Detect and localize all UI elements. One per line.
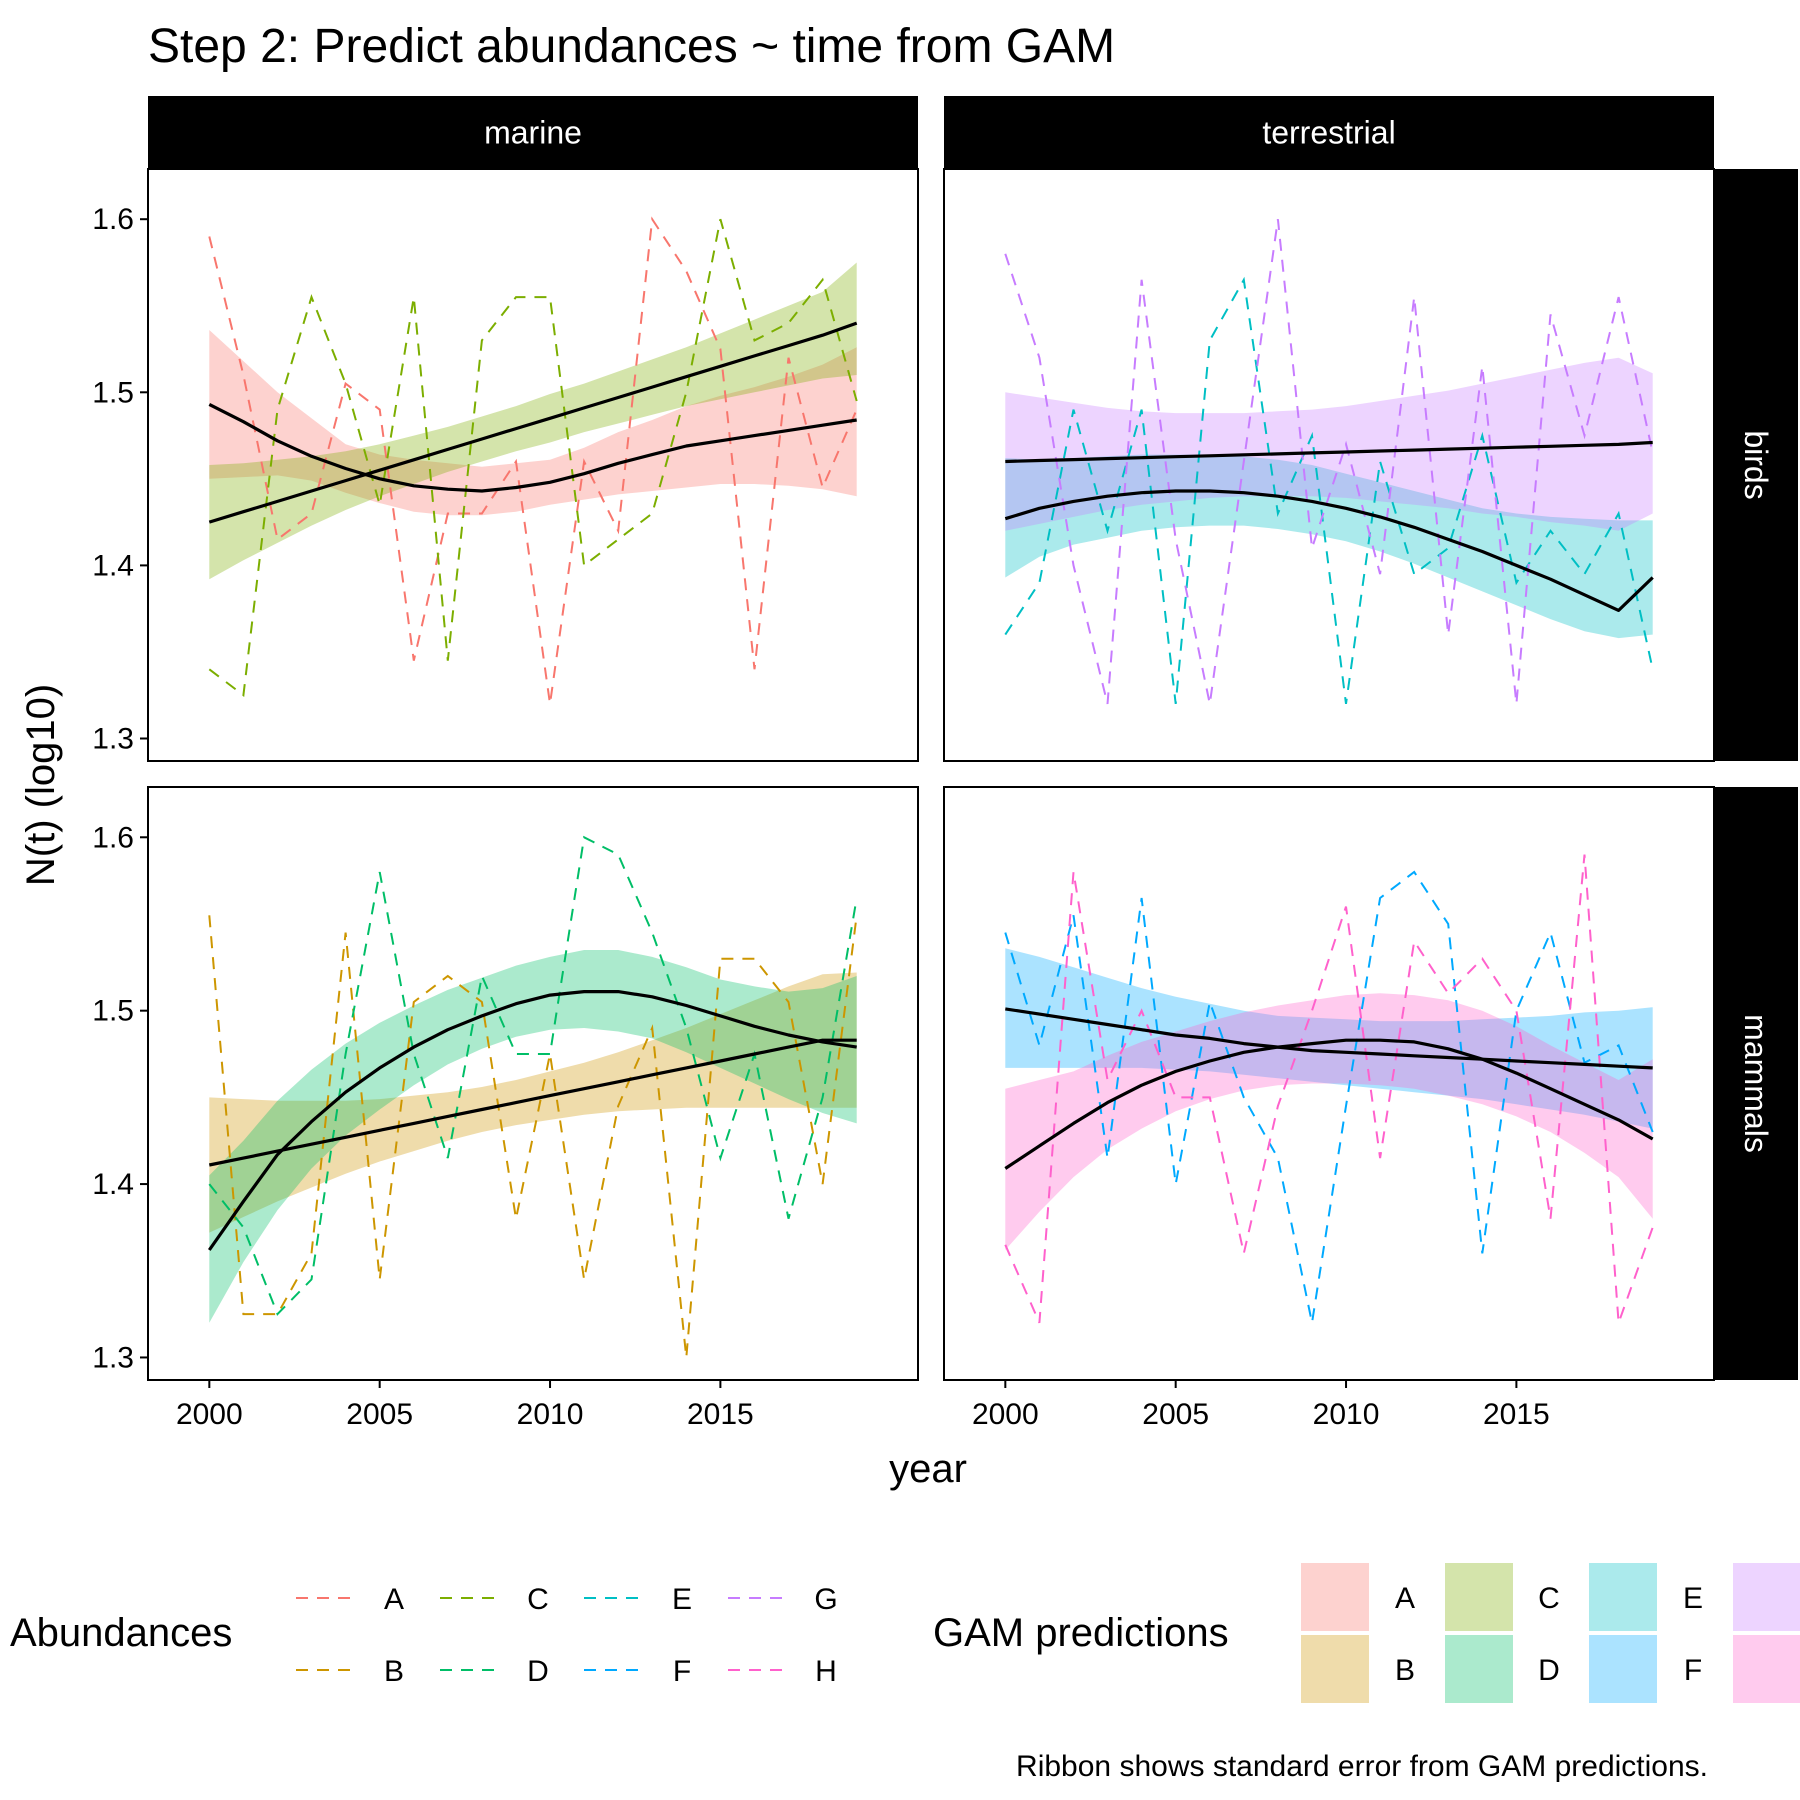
ribbon-F: [1005, 948, 1653, 1129]
abundance-line-C: [208, 218, 858, 698]
gam-fit-line-B: [208, 1038, 857, 1167]
legend-label: C: [1538, 1582, 1560, 1615]
panel-marine-birds: 1.3 1.4 1.5 1.6: [92, 168, 919, 762]
abundance-line-B: [208, 915, 858, 1358]
gam-legend: GAM predictions A C E B D F: [933, 1563, 1800, 1703]
y-tick-label: 1.3: [92, 722, 134, 755]
gam-legend-title: GAM predictions: [933, 1611, 1229, 1655]
abundance-line-H: [1004, 854, 1654, 1324]
x-tick-label: 2005: [346, 1398, 413, 1431]
chart-title: Step 2: Predict abundances ~ time from G…: [148, 20, 1115, 73]
legend-key-ribbon: [1589, 1563, 1657, 1631]
legend-label: E: [1683, 1582, 1703, 1615]
facet-strip-label: terrestrial: [1262, 115, 1395, 151]
ribbon-B: [209, 972, 857, 1233]
x-tick-label: 2010: [517, 1398, 584, 1431]
panel-border: [943, 168, 1715, 762]
chart-caption: Ribbon shows standard error from GAM pre…: [1016, 1750, 1708, 1783]
legend-label: D: [1538, 1654, 1560, 1687]
legend-label: B: [1395, 1654, 1415, 1687]
x-tick-label: 2015: [1483, 1398, 1550, 1431]
x-axis-title: year: [889, 1447, 967, 1491]
legend-label: A: [1395, 1582, 1415, 1615]
legend-key-ribbon: [1733, 1563, 1800, 1631]
facet-strip-label: mammals: [1738, 1014, 1774, 1153]
facet-strip-label: marine: [484, 115, 582, 151]
legend-label: F: [1684, 1654, 1702, 1687]
panel-border: [147, 786, 919, 1381]
gam-fit-line-G: [1005, 440, 1653, 464]
y-tick-label: 1.6: [92, 821, 134, 854]
gam-fit-line-A: [208, 402, 857, 493]
legend-label: A: [384, 1583, 404, 1616]
abundances-legend: Abundances A C E G B D F H: [10, 1583, 838, 1688]
legend-label: B: [384, 1655, 404, 1688]
legend-key-ribbon: [1445, 1635, 1513, 1703]
x-tick-label: 2000: [972, 1398, 1039, 1431]
legend-label: G: [814, 1583, 837, 1616]
facet-strip-terrestrial: [944, 96, 1714, 169]
ribbon-A: [209, 330, 857, 516]
abundance-line-F: [1004, 870, 1654, 1324]
legend-key-ribbon: [1733, 1635, 1800, 1703]
x-tick-label: 2005: [1142, 1398, 1209, 1431]
facet-strip-mammals: [1714, 787, 1798, 1380]
y-tick-label: 1.6: [92, 203, 134, 236]
legend-key-ribbon: [1445, 1563, 1513, 1631]
facet-strip-label: birds: [1738, 430, 1774, 499]
legend-label: F: [673, 1655, 691, 1688]
gam-fit-line-C: [208, 321, 858, 524]
y-tick-label: 1.5: [92, 376, 134, 409]
legend-label: E: [672, 1583, 692, 1616]
legend-key-ribbon: [1589, 1635, 1657, 1703]
facet-panels: marine terrestrialbirdsmammals1.31.41.51.…: [92, 96, 1798, 1431]
y-axis-title: N(t) (log10): [19, 684, 63, 886]
legend-label: D: [527, 1655, 549, 1688]
ribbon-E: [1005, 454, 1653, 639]
y-tick-label: 1.4: [92, 549, 134, 582]
abundance-line-G: [1004, 219, 1654, 705]
legend-label: H: [815, 1655, 837, 1688]
ribbon-G: [1005, 357, 1653, 531]
abundance-line-D: [208, 835, 858, 1316]
legend-key-ribbon: [1301, 1635, 1369, 1703]
x-tick-label: 2000: [176, 1398, 243, 1431]
facet-strip-birds: [1714, 169, 1798, 761]
ribbon-H: [1005, 993, 1653, 1250]
gam-fit-line-D: [207, 989, 857, 1251]
legend-key-ribbon: [1301, 1563, 1369, 1631]
y-tick-label: 1.3: [92, 1341, 134, 1374]
panel-marine-mammals: 1.3 1.4 1.5 1.6 2000 2005 2010 2015: [92, 786, 919, 1431]
gam-fit-line-H: [1004, 1038, 1654, 1170]
legend-label: C: [527, 1583, 549, 1616]
y-tick-label: 1.5: [92, 995, 134, 1028]
panel-border: [943, 786, 1715, 1381]
facet-strip-marine: [148, 96, 918, 169]
x-tick-label: 2010: [1313, 1398, 1380, 1431]
panel-terrestrial-mammals: 2000 2005 2010 2015: [943, 786, 1715, 1431]
gam-fit-line-E: [1004, 489, 1654, 613]
x-tick-label: 2015: [687, 1398, 754, 1431]
ribbon-C: [209, 262, 857, 580]
panel-terrestrial-birds: [943, 168, 1715, 762]
ribbon-D: [209, 950, 857, 1323]
y-tick-label: 1.4: [92, 1168, 134, 1201]
gam-fit-line-F: [1005, 1007, 1653, 1070]
abundances-legend-title: Abundances: [10, 1611, 232, 1655]
abundance-line-E: [1004, 276, 1654, 705]
panel-border: [147, 168, 919, 762]
